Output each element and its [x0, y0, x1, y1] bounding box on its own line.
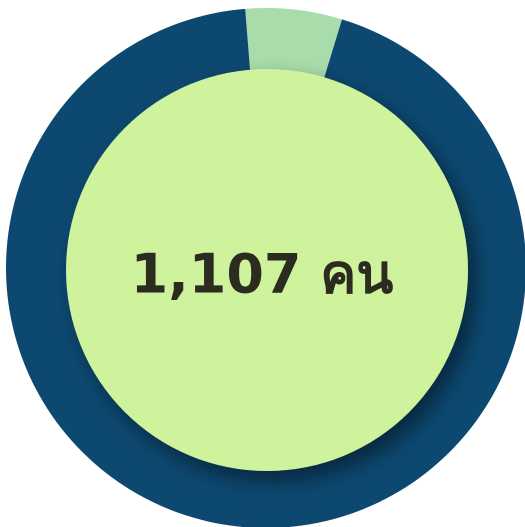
- center-label: 1,107 คน: [131, 243, 394, 306]
- center-disc: [66, 69, 468, 471]
